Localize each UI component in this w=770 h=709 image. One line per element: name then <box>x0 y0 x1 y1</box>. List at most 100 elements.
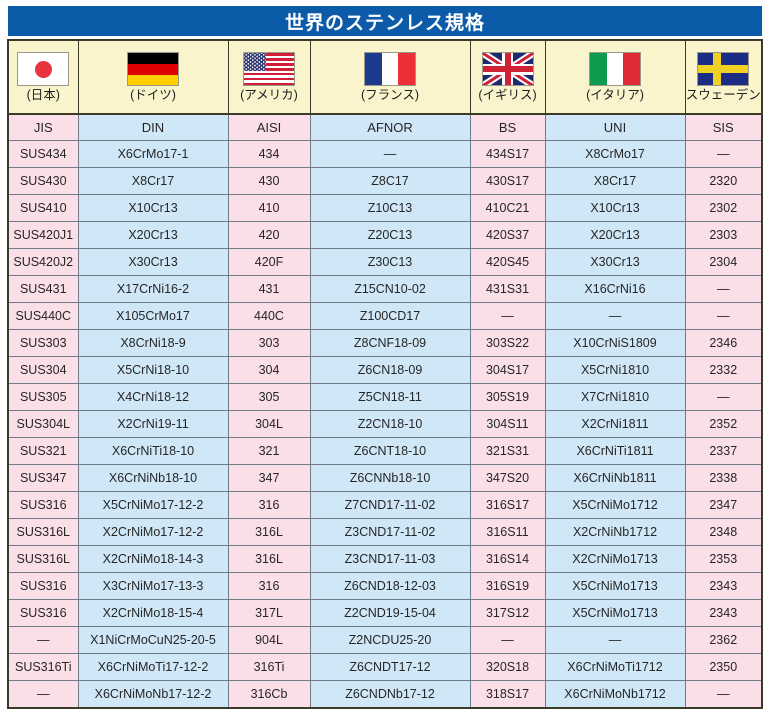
table-row: SUS410 X10Cr13 410 Z10C13 410C21 X10Cr13 2302 <box>8 194 762 222</box>
table-cell: 2332 <box>685 356 762 384</box>
table-cell: X30Cr13 <box>78 248 229 276</box>
table-cell: 316S17 <box>470 491 546 519</box>
page-title: 世界のステンレス規格 <box>8 6 762 36</box>
table-cell: 2304 <box>685 248 762 276</box>
table-cell: 2346 <box>685 329 762 357</box>
table-cell: 2352 <box>685 410 762 438</box>
table-cell: X2CrNiMo18-15-4 <box>78 599 229 627</box>
table-cell: Z6CN18-09 <box>310 356 471 384</box>
table-cell: Z8C17 <box>310 167 471 195</box>
table-cell: Z6CNDNb17-12 <box>310 680 471 708</box>
table-cell: Z2CN18-10 <box>310 410 471 438</box>
table-cell: 316Ti <box>228 653 311 681</box>
table-cell: SUS316L <box>8 518 79 546</box>
table-cell: 303 <box>228 329 311 357</box>
table-cell: SUS420J1 <box>8 221 79 249</box>
table-cell: X6CrNiMoTi17-12-2 <box>78 653 229 681</box>
table-cell: X2CrNiNb1712 <box>545 518 686 546</box>
table-cell: X6CrNiMoTi1712 <box>545 653 686 681</box>
gb-flag-icon <box>481 52 534 87</box>
table-row: SUS305 X4CrNi18-12 305 Z5CN18-11 305S19 X7CrN… <box>8 383 762 411</box>
table-cell: 316 <box>228 491 311 519</box>
it-flag-icon <box>589 52 641 87</box>
table-cell: — <box>685 302 762 330</box>
standards-table: (日本) (ドイツ) <box>7 39 763 709</box>
table-cell: Z6CNNb18-10 <box>310 464 471 492</box>
table-cell: 420S45 <box>470 248 546 276</box>
table-cell: SUS434 <box>8 140 79 168</box>
table-cell: 431S31 <box>470 275 546 303</box>
table-cell: X5CrNiMo1713 <box>545 572 686 600</box>
table-cell: 2320 <box>685 167 762 195</box>
table-row: — X1NiCrMoCuN25-20-5 904L Z2NCDU25-20— —2362 <box>8 626 762 654</box>
table-cell: 434S17 <box>470 140 546 168</box>
table-row: SUS420J1 X20Cr13 420 Z20C13 420S37 X20Cr13 230… <box>8 221 762 249</box>
table-cell: 316 <box>228 572 311 600</box>
table-cell: 420 <box>228 221 311 249</box>
table-cell: — <box>685 383 762 411</box>
table-cell: SUS316L <box>8 545 79 573</box>
country-label: (ドイツ) <box>130 88 176 103</box>
table-cell: 420S37 <box>470 221 546 249</box>
table-cell: X16CrNi16 <box>545 275 686 303</box>
table-cell: 430 <box>228 167 311 195</box>
table-cell: X5CrNi1810 <box>545 356 686 384</box>
table-cell: 305S19 <box>470 383 546 411</box>
standards-table-container: (日本) (ドイツ) <box>7 39 763 709</box>
se-flag-icon <box>697 52 750 87</box>
fr-flag-icon <box>364 52 416 87</box>
table-cell: Z15CN10-02 <box>310 275 471 303</box>
table-cell: 304S17 <box>470 356 546 384</box>
table-cell: X3CrNiMo17-13-3 <box>78 572 229 600</box>
table-head: (日本) (ドイツ) <box>8 40 762 115</box>
table-row: SUS430 X8Cr17 430 Z8C17 430S17 X8Cr17 2320 <box>8 167 762 195</box>
table-cell: 430S17 <box>470 167 546 195</box>
table-cell: SUS304L <box>8 410 79 438</box>
table-cell: X2CrNiMo18-14-3 <box>78 545 229 573</box>
table-cell: X105CrMo17 <box>78 302 229 330</box>
table-cell: 2348 <box>685 518 762 546</box>
table-cell: 410C21 <box>470 194 546 222</box>
country-label: (アメリカ) <box>240 88 298 103</box>
country-label: (イタリア) <box>586 88 644 103</box>
table-cell: 321 <box>228 437 311 465</box>
table-cell: Z2CND19-15-04 <box>310 599 471 627</box>
table-cell: 2350 <box>685 653 762 681</box>
table-cell: 303S22 <box>470 329 546 357</box>
table-cell: SUS304 <box>8 356 79 384</box>
table-cell: 434 <box>228 140 311 168</box>
table-cell: SUS305 <box>8 383 79 411</box>
country-header-japan: (日本) <box>8 40 79 115</box>
table-cell: X2CrNiMo1713 <box>545 545 686 573</box>
table-cell: Z7CND17-11-02 <box>310 491 471 519</box>
table-cell: SUS347 <box>8 464 79 492</box>
table-cell: X6CrNiMoNb1712 <box>545 680 686 708</box>
table-cell: SUS316 <box>8 491 79 519</box>
table-cell: 347S20 <box>470 464 546 492</box>
table-cell: X10CrNiS1809 <box>545 329 686 357</box>
table-cell: X8CrNi18-9 <box>78 329 229 357</box>
table-row: — X6CrNiMoNb17-12-2 316Cb Z6CNDNb17-12 318S1… <box>8 680 762 708</box>
table-cell: — <box>545 302 686 330</box>
table-row: SUS434 X6CrMo17-1 434—434S17 X8CrMo17— <box>8 140 762 168</box>
table-cell: — <box>685 275 762 303</box>
table-cell: DIN <box>78 114 229 141</box>
table-cell: X5CrNi18-10 <box>78 356 229 384</box>
table-cell: Z6CNDT17-12 <box>310 653 471 681</box>
table-cell: 410 <box>228 194 311 222</box>
table-cell: X2CrNi1811 <box>545 410 686 438</box>
table-cell: 316S19 <box>470 572 546 600</box>
table-cell: X10Cr13 <box>545 194 686 222</box>
table-cell: X2CrNiMo17-12-2 <box>78 518 229 546</box>
table-cell: X5CrNiMo1713 <box>545 599 686 627</box>
table-row: SUS316 X5CrNiMo17-12-2 316 Z7CND17-11-02 316… <box>8 491 762 519</box>
table-cell: UNI <box>545 114 686 141</box>
table-row: SUS321 X6CrNiTi18-10 321 Z6CNT18-10 321S31 X6… <box>8 437 762 465</box>
table-cell: X1NiCrMoCuN25-20-5 <box>78 626 229 654</box>
table-cell: 2303 <box>685 221 762 249</box>
table-cell: X8CrMo17 <box>545 140 686 168</box>
country-header-italy: (イタリア) <box>545 40 686 115</box>
jp-flag-icon <box>17 52 70 87</box>
table-cell: SUS303 <box>8 329 79 357</box>
table-cell: 320S18 <box>470 653 546 681</box>
